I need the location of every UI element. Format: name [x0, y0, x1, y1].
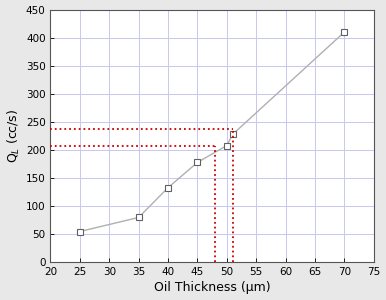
X-axis label: Oil Thickness (μm): Oil Thickness (μm): [154, 281, 271, 294]
Y-axis label: Q$_L$ (cc/s): Q$_L$ (cc/s): [5, 109, 22, 163]
